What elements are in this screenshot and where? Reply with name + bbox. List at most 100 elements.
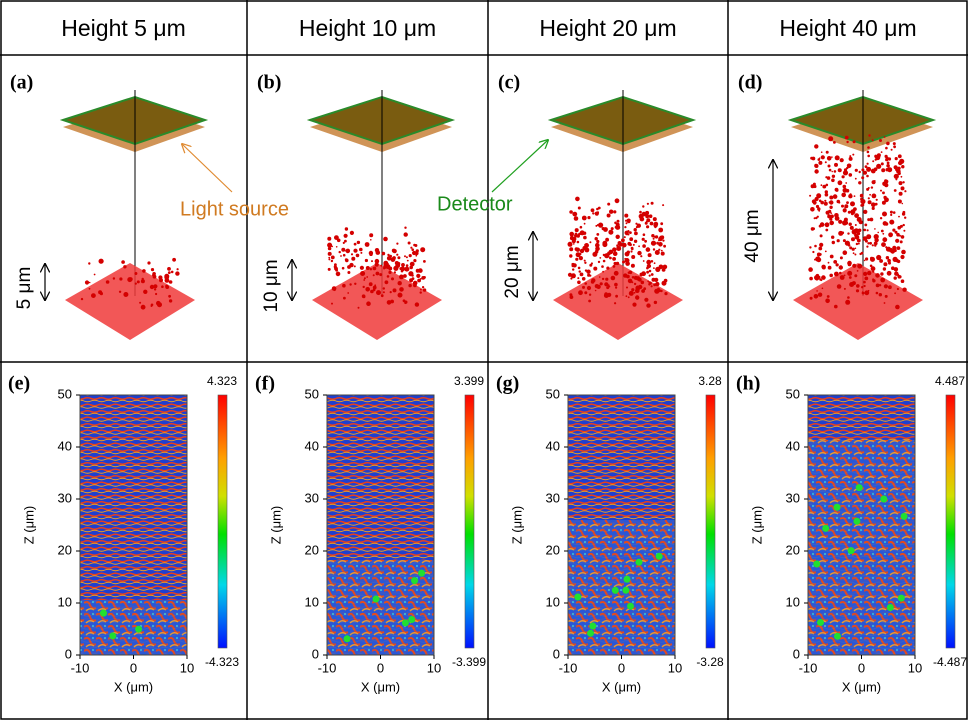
particle	[816, 215, 819, 218]
particle	[606, 286, 610, 290]
particle	[865, 257, 869, 261]
particle	[843, 287, 846, 290]
particle	[635, 288, 640, 294]
y-tick-label: 0	[65, 646, 72, 661]
particle	[857, 263, 863, 269]
particle	[838, 219, 843, 224]
particle	[894, 157, 898, 161]
particle	[404, 267, 409, 272]
particle	[872, 278, 875, 281]
particle	[364, 242, 370, 247]
particle	[594, 284, 599, 289]
particle	[587, 216, 591, 220]
particle	[814, 258, 816, 261]
particle	[627, 296, 630, 299]
particle	[869, 217, 874, 222]
particle	[360, 251, 363, 254]
particle	[601, 265, 604, 268]
particle	[105, 280, 110, 284]
annotation: Detector	[437, 193, 513, 215]
particle	[653, 300, 658, 305]
particle	[175, 271, 180, 276]
particle	[417, 278, 421, 283]
particle	[866, 229, 869, 232]
particle	[627, 219, 631, 224]
particle	[610, 275, 616, 281]
particle	[809, 246, 812, 249]
x-tick-label: 10	[668, 660, 682, 675]
particle	[121, 260, 125, 264]
particle	[648, 281, 652, 285]
particle	[662, 239, 665, 242]
particle	[660, 222, 664, 226]
particle	[409, 265, 414, 270]
particle	[343, 233, 348, 238]
particle	[884, 179, 888, 183]
particle	[88, 287, 91, 290]
particle	[334, 263, 337, 267]
particle	[857, 242, 860, 245]
particle	[404, 226, 407, 229]
particle	[867, 154, 870, 158]
particle	[361, 294, 366, 299]
particle	[362, 285, 365, 289]
particle	[816, 290, 818, 292]
particle	[847, 210, 851, 214]
particle	[848, 194, 853, 199]
particle	[663, 278, 668, 283]
arrow	[182, 144, 233, 193]
detector	[59, 95, 209, 146]
particle	[569, 295, 574, 299]
particle	[824, 192, 829, 197]
particle	[387, 253, 390, 257]
particle	[638, 245, 640, 248]
particle	[900, 175, 903, 178]
particle	[902, 223, 905, 227]
particle	[852, 140, 856, 144]
particle	[856, 231, 861, 236]
y-tick-label: 20	[58, 542, 72, 557]
particle	[136, 280, 140, 284]
particle	[886, 141, 890, 146]
particle	[902, 287, 907, 292]
particle	[640, 255, 643, 258]
particle	[335, 271, 341, 277]
particle	[876, 153, 881, 158]
particle	[829, 217, 833, 221]
particle	[338, 250, 341, 254]
particle	[576, 240, 580, 244]
particle	[602, 253, 606, 257]
particle	[376, 290, 381, 296]
particle	[621, 242, 627, 248]
particle	[818, 246, 823, 251]
column-header: Height 40 μm	[779, 15, 916, 41]
particle	[640, 280, 645, 285]
particle	[880, 151, 883, 154]
particle	[827, 265, 832, 270]
particle	[633, 291, 636, 294]
particle	[583, 259, 586, 262]
particle	[633, 239, 638, 243]
particle	[370, 289, 374, 294]
particle	[366, 276, 369, 278]
y-tick-label: 0	[553, 646, 560, 661]
particle	[413, 283, 417, 288]
particle	[596, 211, 600, 214]
particle	[897, 166, 901, 170]
particle	[363, 279, 366, 281]
particle	[650, 240, 657, 246]
particle	[876, 234, 879, 238]
particle	[421, 276, 426, 280]
particle	[854, 274, 858, 278]
particle	[880, 189, 882, 192]
hotspot	[900, 512, 908, 520]
particle	[869, 264, 873, 268]
y-tick-label: 40	[58, 438, 72, 453]
particles	[567, 196, 668, 308]
particle	[586, 285, 592, 291]
particle	[583, 222, 586, 225]
particle	[650, 273, 654, 276]
particle	[614, 198, 620, 204]
particle	[569, 236, 574, 241]
particle	[630, 263, 635, 268]
